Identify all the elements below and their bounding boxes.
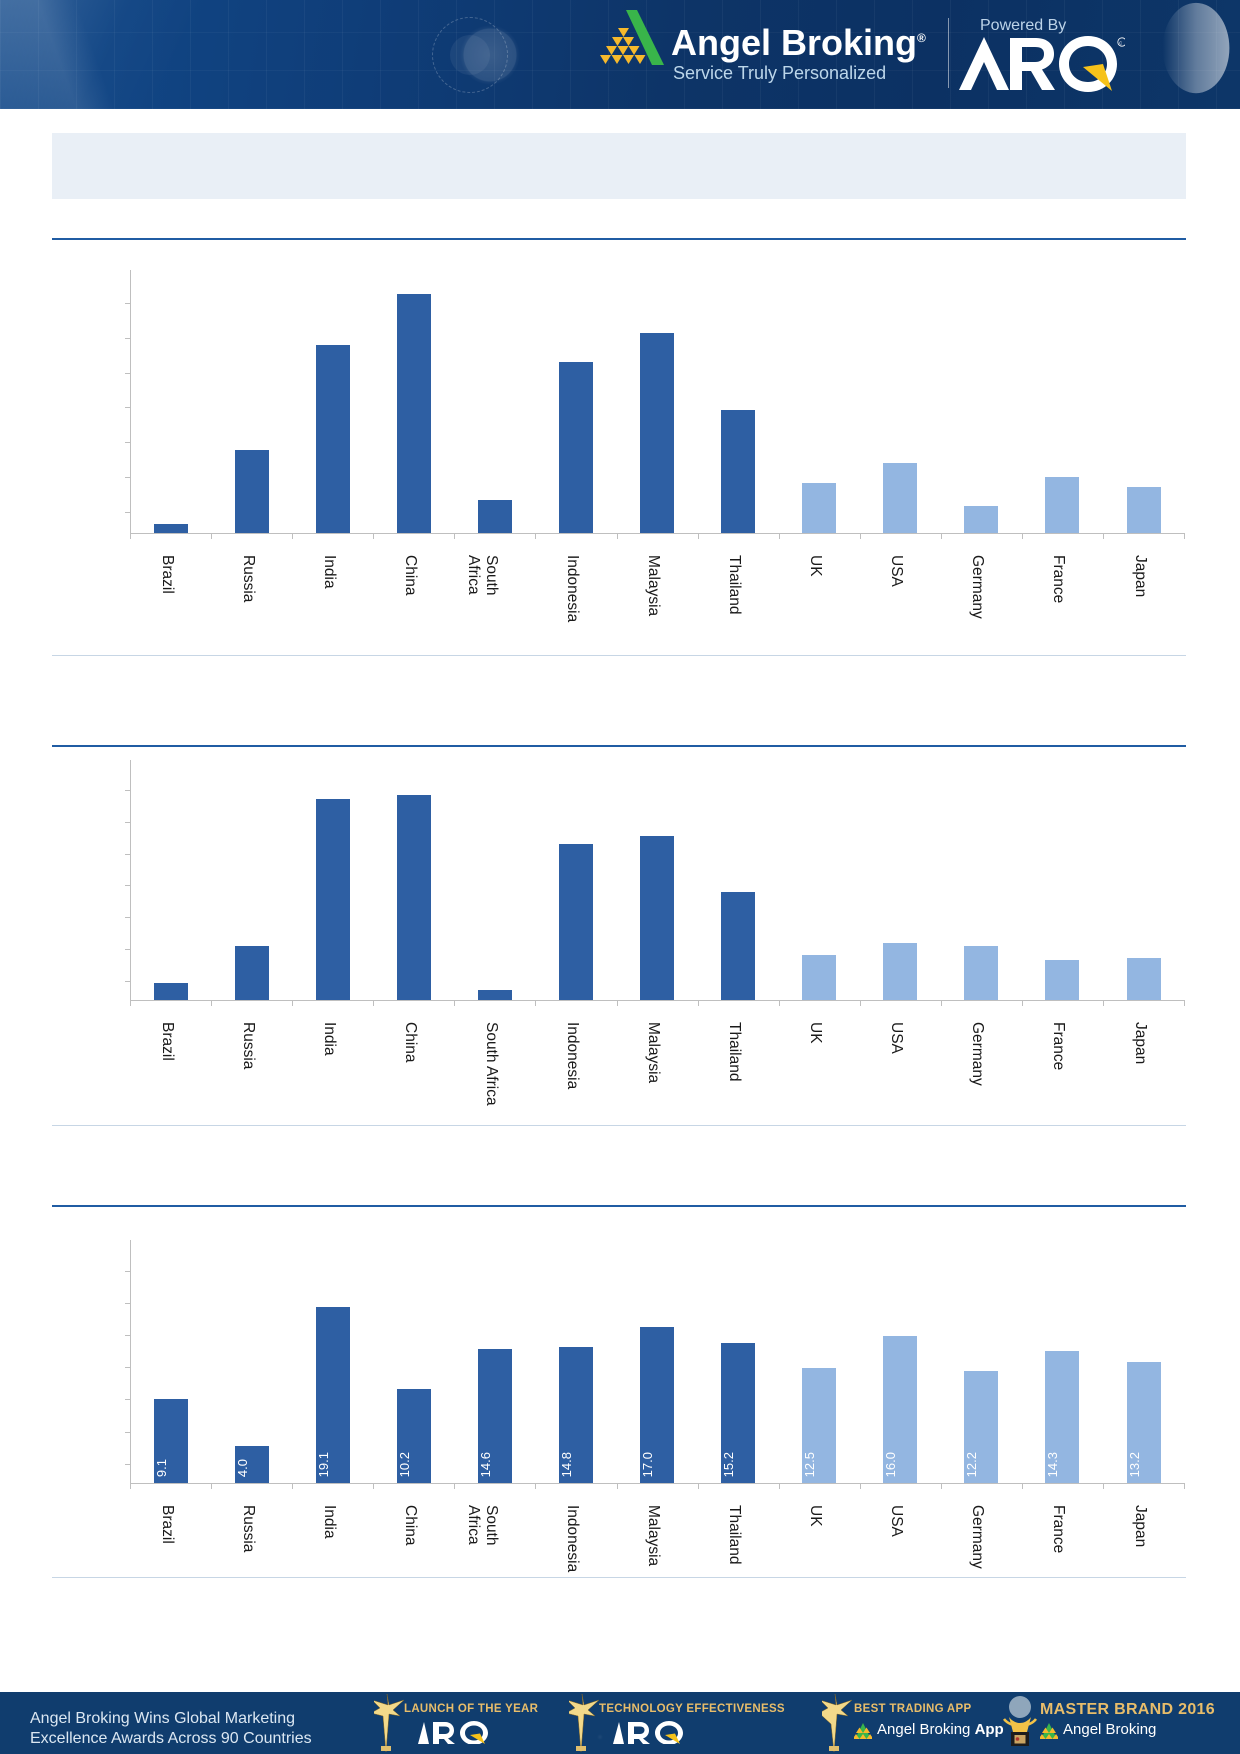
svg-text:c: c (1119, 41, 1122, 47)
